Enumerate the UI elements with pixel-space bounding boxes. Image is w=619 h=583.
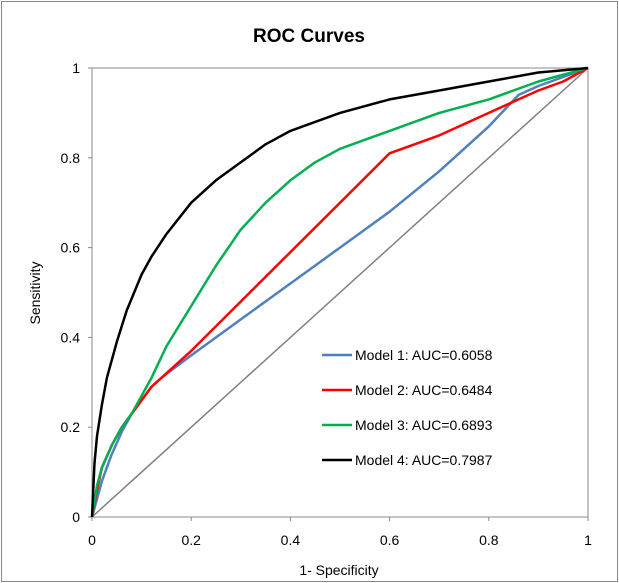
y-tick-label: 0.2 <box>61 419 81 435</box>
plot-area: 0 0.2 0.4 0.6 0.8 1 0 0.2 0.4 0.6 0.8 1 <box>61 60 593 548</box>
x-tick-label: 0 <box>88 532 96 548</box>
plot-border <box>91 67 589 518</box>
chart-title: ROC Curves <box>253 26 365 47</box>
y-tick-label: 0.4 <box>61 329 81 345</box>
reference-diagonal-line <box>91 67 589 518</box>
x-tick-label: 0.4 <box>281 532 301 548</box>
x-tick-label: 0.8 <box>479 532 499 548</box>
x-axis-label: 1- Specificity <box>299 562 378 578</box>
y-axis-label: Sensitivity <box>27 261 43 324</box>
legend-label-model-4: Model 4: AUC=0.7987 <box>355 452 493 468</box>
series-line-model-4 <box>90 66 589 518</box>
y-tick-label: 0 <box>72 509 80 525</box>
legend-label-model-2: Model 2: AUC=0.6484 <box>355 382 493 398</box>
series-line-model-1 <box>90 66 589 518</box>
legend-label-model-3: Model 3: AUC=0.6893 <box>355 417 493 433</box>
y-tick-label: 1 <box>72 60 80 76</box>
x-tick-label: 0.2 <box>181 532 201 548</box>
x-tick-label: 1 <box>584 532 592 548</box>
legend: Model 1: AUC=0.6058 Model 2: AUC=0.6484 Mo… <box>322 347 493 468</box>
legend-label-model-1: Model 1: AUC=0.6058 <box>355 347 493 363</box>
y-tick-label: 0.8 <box>61 150 81 166</box>
x-tick-label: 0.6 <box>380 532 400 548</box>
series-line-model-3 <box>90 66 589 518</box>
y-tick-label: 0.6 <box>61 240 81 256</box>
